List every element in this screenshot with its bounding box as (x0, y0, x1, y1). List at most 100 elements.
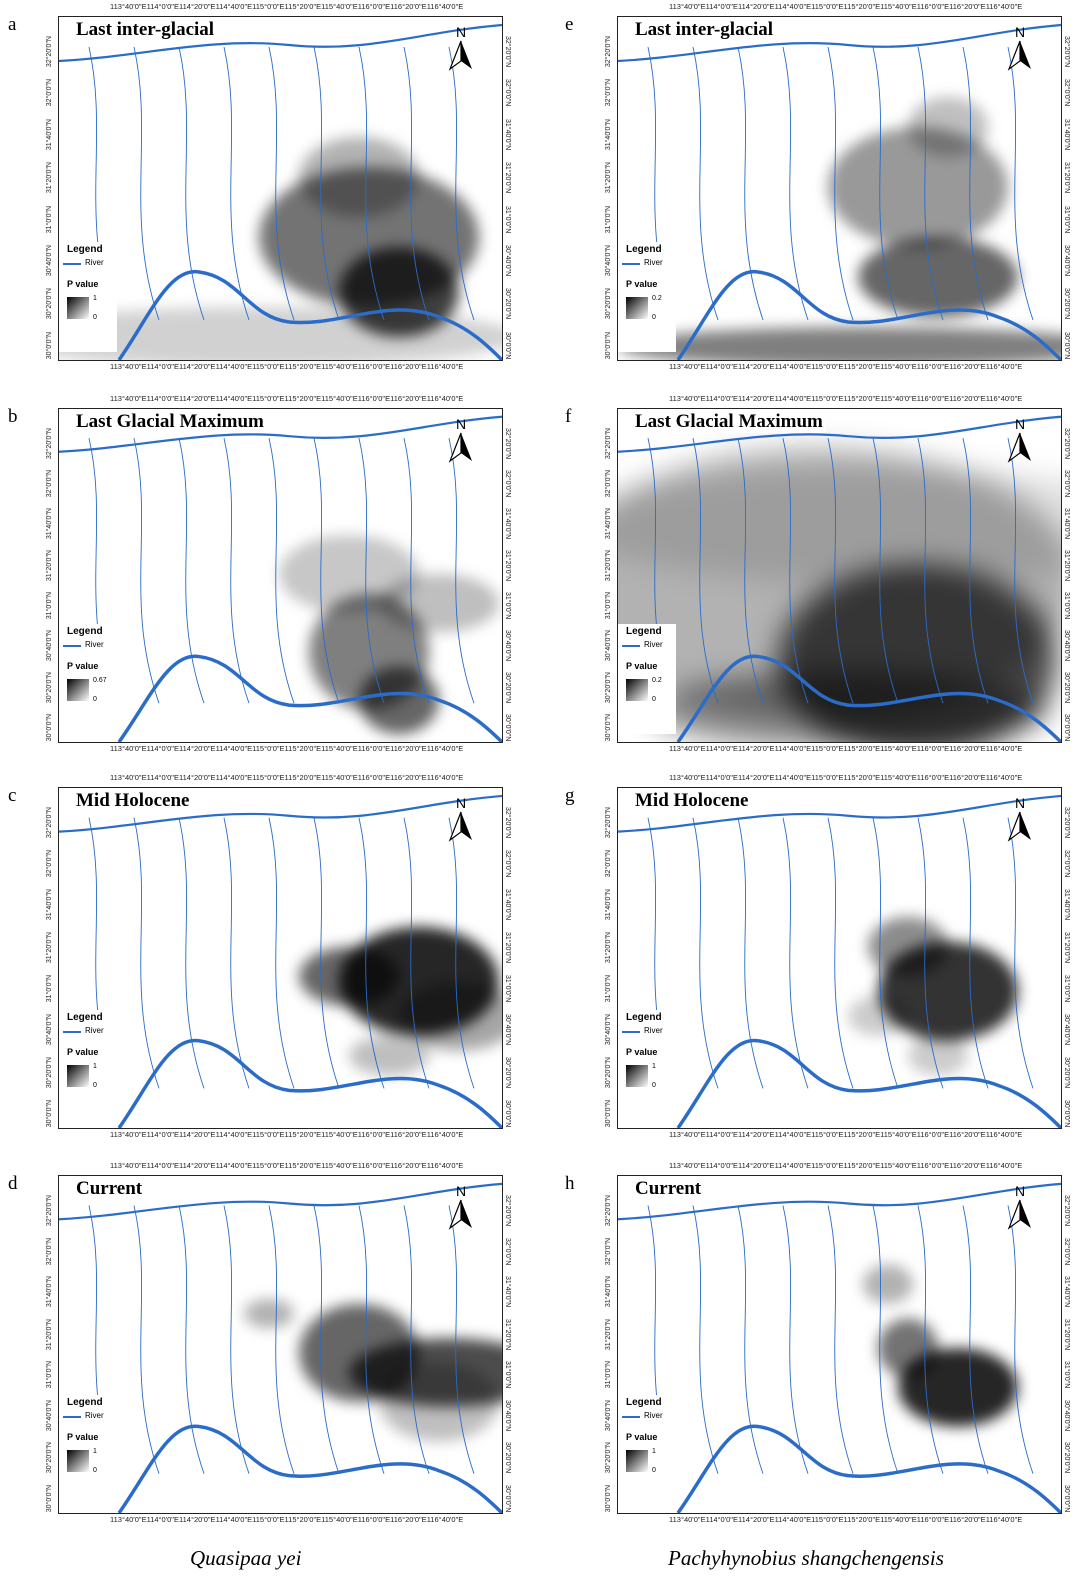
river-tributary (872, 438, 899, 704)
longitude-label: 116°40'0"E (426, 744, 464, 753)
river-tributary (962, 438, 989, 704)
latitude-label: 30°40'0"N (46, 244, 53, 277)
longitude-label: 114°0'0"E (705, 744, 738, 753)
latitude-label: 30°40'0"N (46, 1013, 53, 1046)
yangtze-river (676, 270, 1061, 360)
longitude-label: 114°40'0"E (774, 773, 812, 782)
river-tributary (737, 46, 764, 321)
longitude-label: 115°0'0"E (252, 773, 285, 782)
panel-title: Current (632, 1178, 705, 1200)
longitude-label: 116°40'0"E (426, 1515, 464, 1524)
river-legend-line (63, 263, 81, 265)
latitude-labels-left: 32°20'0"N 32°0'0"N 31°40'0"N 31°20'0"N 31°0'… (605, 428, 612, 741)
longitude-label: 115°20'0"E (284, 744, 322, 753)
river-main-north (618, 23, 1061, 63)
probability-surface (863, 1264, 1018, 1427)
longitude-label: 115°40'0"E (880, 1130, 917, 1139)
longitude-label: 115°0'0"E (252, 744, 285, 753)
longitude-label: 115°40'0"E (880, 1515, 917, 1524)
longitude-label: 114°20'0"E (737, 773, 775, 782)
latitude-label: 31°40'0"N (605, 507, 612, 540)
latitude-label: 30°40'0"N (605, 1399, 612, 1431)
latitude-label: 30°20'0"N (605, 288, 612, 320)
longitude-label: 113°40'0"E (669, 773, 706, 782)
high-probability-area (863, 1264, 913, 1304)
latitude-label: 30°0'0"N (1063, 1099, 1070, 1127)
latitude-label: 32°0'0"N (605, 849, 612, 878)
river-tributary (917, 817, 944, 1089)
longitude-label: 114°20'0"E (178, 773, 216, 782)
longitude-label: 116°20'0"E (390, 773, 427, 782)
river-tributary (268, 46, 295, 321)
longitude-label: 115°0'0"E (252, 394, 285, 403)
longitude-label: 114°40'0"E (774, 744, 812, 753)
panel-letter: b (8, 406, 18, 427)
latitude-label: 30°20'0"N (46, 671, 53, 703)
longitude-label: 114°40'0"E (774, 2, 812, 11)
latitude-labels-left: 32°20'0"N 32°0'0"N 31°40'0"N 31°20'0"N 31°0'… (605, 807, 612, 1127)
longitude-label: 115°0'0"E (252, 1161, 285, 1170)
latitude-label: 30°40'0"N (1063, 244, 1070, 277)
longitude-label: 115°20'0"E (843, 2, 881, 11)
latitude-label: 31°0'0"N (605, 974, 612, 1003)
longitude-label: 114°40'0"E (215, 773, 253, 782)
latitude-label: 32°20'0"N (605, 36, 612, 68)
river-tributary (178, 1205, 205, 1474)
legend-max: 0.2 (652, 295, 662, 302)
map-legend: Legend River P value 1 0 (59, 242, 117, 352)
river-tributary (133, 1205, 160, 1474)
svg-text:N: N (1015, 417, 1025, 432)
latitude-label: 31°20'0"N (605, 1318, 612, 1350)
latitude-label: 31°20'0"N (605, 931, 612, 964)
pvalue-color-ramp (67, 679, 89, 701)
latitude-label: 32°20'0"N (46, 807, 53, 839)
river-tributary (692, 46, 719, 321)
high-probability-area (908, 1035, 968, 1076)
probability-surface (618, 447, 1061, 742)
latitude-label: 30°40'0"N (504, 1399, 511, 1431)
latitude-label: 31°40'0"N (46, 888, 53, 921)
latitude-label: 30°40'0"N (46, 629, 53, 662)
longitude-label: 116°0'0"E (916, 773, 950, 782)
river-tributary (223, 817, 250, 1089)
latitude-label: 31°0'0"N (46, 591, 53, 620)
latitude-label: 30°0'0"N (605, 713, 612, 741)
latitude-label: 32°0'0"N (46, 1237, 53, 1265)
latitude-label: 32°20'0"N (46, 428, 53, 460)
longitude-label: 116°0'0"E (916, 1130, 950, 1139)
latitude-label: 31°40'0"N (504, 1276, 511, 1308)
river-tributary (827, 438, 854, 704)
longitude-label: 114°40'0"E (774, 1515, 812, 1524)
river-legend-line (63, 1416, 81, 1418)
longitude-label: 115°0'0"E (811, 773, 844, 782)
longitude-label: 116°0'0"E (916, 394, 950, 403)
longitude-label: 115°20'0"E (284, 1515, 322, 1524)
longitude-labels-top: 113°40'0"E 114°0'0"E 114°20'0"E 114°40'0"E 1… (669, 394, 1022, 403)
longitude-label: 116°20'0"E (949, 773, 986, 782)
longitude-label: 113°40'0"E (669, 362, 706, 371)
river-legend-label: River (85, 640, 104, 649)
river-tributary (872, 46, 899, 321)
longitude-label: 113°40'0"E (669, 1515, 706, 1524)
map-panel: Last Glacial Maximum N Legend River P value 0… (58, 408, 503, 743)
probability-surface (279, 535, 499, 735)
map-legend: Legend River P value 0.67 0 (59, 624, 117, 734)
river-network (618, 794, 1061, 1128)
suitability-map (618, 415, 1061, 742)
latitude-label: 31°40'0"N (504, 118, 511, 150)
river-tributary (448, 46, 475, 321)
latitude-label: 32°0'0"N (504, 1237, 511, 1265)
latitude-label: 32°0'0"N (1063, 1237, 1070, 1265)
latitude-label: 31°20'0"N (504, 931, 511, 964)
longitude-label: 114°0'0"E (146, 394, 179, 403)
river-tributary (692, 1205, 719, 1474)
longitude-label: 116°40'0"E (426, 394, 464, 403)
latitude-label: 32°0'0"N (1063, 79, 1070, 107)
latitude-label: 31°0'0"N (504, 591, 511, 620)
longitude-label: 113°40'0"E (110, 2, 147, 11)
latitude-labels-right: 32°20'0"N 32°0'0"N 31°40'0"N 31°20'0"N 31°0'… (504, 36, 511, 359)
latitude-label: 30°40'0"N (504, 629, 511, 662)
latitude-label: 31°20'0"N (504, 162, 511, 194)
latitude-label: 30°20'0"N (1063, 1442, 1070, 1474)
river-main-north (618, 1182, 1061, 1221)
